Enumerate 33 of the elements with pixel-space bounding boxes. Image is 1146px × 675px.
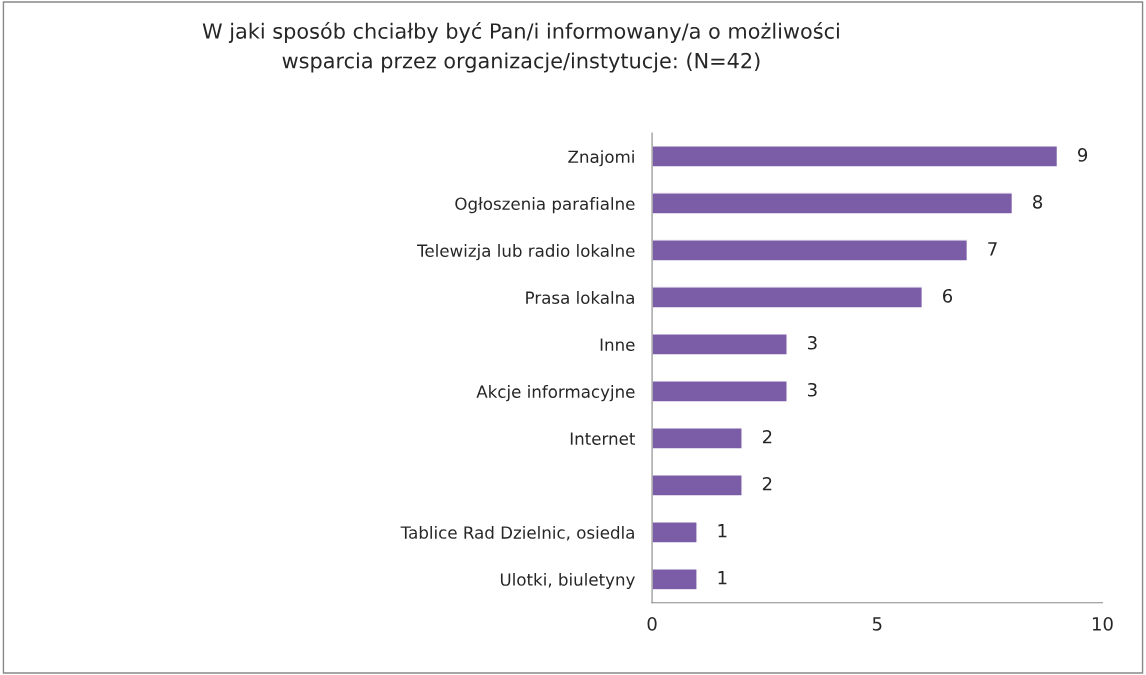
x-tick-label: 5: [872, 617, 882, 631]
y-tick-label: Tablice Rad Dzielnic, osiedla: [400, 525, 634, 541]
data-label: 3: [808, 382, 817, 397]
bar: [652, 145, 1059, 168]
data-label: 6: [943, 288, 953, 303]
chart-title: W jaki sposób chciałby być Pan/i informowany/a o możliwości wsparcia przez organizacje/instytucje: (N=42): [202, 21, 839, 73]
y-tick-label: Ulotki, biuletyny: [500, 572, 635, 590]
bar: [652, 380, 788, 403]
y-tick-label: Prasa lokalna: [526, 291, 634, 304]
bar: [652, 239, 969, 262]
bar: [652, 521, 698, 544]
bar: [652, 333, 788, 356]
y-tick-label: Akcje informacyjne: [476, 385, 635, 402]
x-tick-label: 10: [1092, 616, 1113, 631]
y-tick-label: Internet: [570, 432, 636, 445]
y-tick-label: Ogłoszenia parafialne: [455, 197, 635, 214]
data-label: 2: [762, 476, 772, 491]
y-tick-label: Telewizja lub radio lokalne: [417, 244, 635, 261]
data-label: 8: [1033, 195, 1043, 209]
data-label: 1: [718, 571, 727, 585]
bar: [652, 427, 743, 450]
data-label: 1: [718, 524, 727, 538]
data-label: 2: [762, 429, 772, 444]
bar: [652, 568, 698, 591]
y-tick-label: Znajomi: [568, 150, 634, 167]
data-label: 3: [808, 335, 817, 350]
y-tick-label: Inne: [600, 338, 635, 351]
bar: [652, 286, 923, 309]
bar: [652, 474, 743, 497]
data-label: 7: [988, 242, 997, 256]
x-tick-label: 0: [647, 616, 657, 631]
data-label: 9: [1078, 148, 1088, 162]
bar: [652, 192, 1014, 215]
